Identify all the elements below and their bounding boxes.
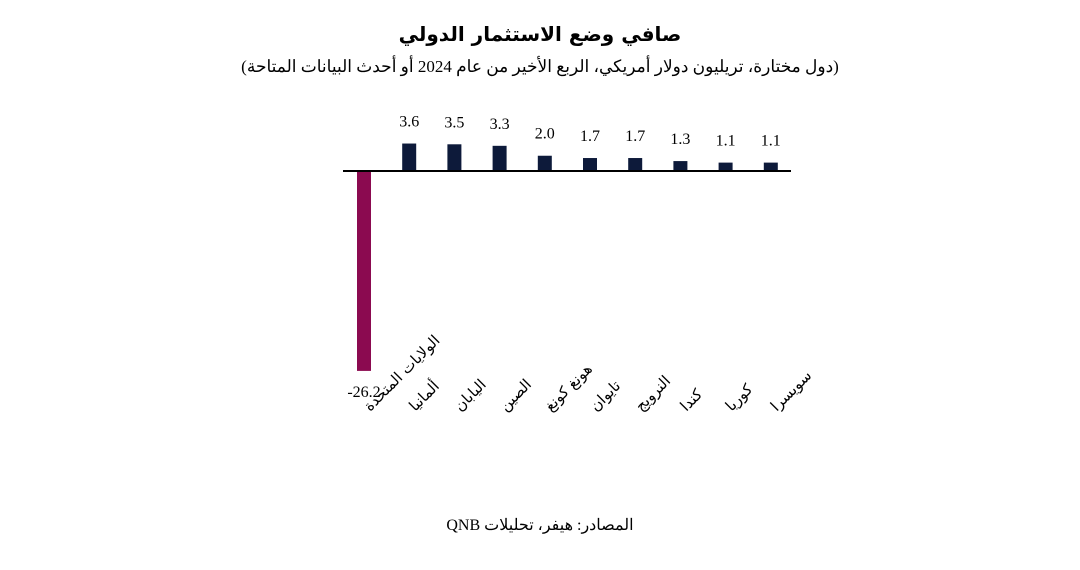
value-label-2: 3.5: [444, 114, 464, 131]
bar-0: [357, 171, 371, 371]
bar-8: [718, 162, 733, 171]
value-label-3: 3.3: [490, 116, 510, 133]
bar-7: [673, 161, 688, 171]
category-label-8: كوريا: [722, 380, 757, 415]
bar-2: [447, 144, 462, 171]
category-label-0: الولايات المتحدة: [360, 331, 443, 414]
chart-source: المصادر: هيفر، تحليلات QNB: [446, 517, 634, 534]
value-label-0: -26.2: [347, 384, 380, 401]
bar-5: [583, 158, 597, 171]
value-label-9: 1.1: [761, 133, 781, 150]
category-label-4: هونغ كونغ: [541, 360, 596, 415]
bar-4: [537, 155, 552, 171]
category-label-3: الصين: [496, 375, 535, 414]
category-label-1: ألمانيا: [405, 376, 443, 414]
value-label-5: 1.7: [580, 128, 600, 145]
bar-9: [763, 162, 778, 171]
category-label-7: كندا: [677, 385, 707, 415]
category-label-2: اليابان: [451, 376, 490, 415]
chart-subtitle: (دول مختارة، تريليون دولار أمريكي، الربع…: [241, 57, 839, 76]
bar-3: [492, 145, 507, 171]
chart-title: صافي وضع الاستثمار الدولي: [398, 22, 682, 46]
value-label-6: 1.7: [625, 128, 645, 145]
value-label-4: 2.0: [535, 126, 555, 143]
category-label-6: النرويج: [631, 372, 674, 415]
value-label-8: 1.1: [716, 133, 736, 150]
category-label-9: سويسرا: [767, 367, 815, 415]
bar-1: [402, 143, 417, 171]
value-label-7: 1.3: [670, 131, 690, 148]
value-label-1: 3.6: [399, 114, 419, 131]
bar-6: [628, 158, 643, 171]
category-label-5: تايوان: [586, 377, 624, 415]
